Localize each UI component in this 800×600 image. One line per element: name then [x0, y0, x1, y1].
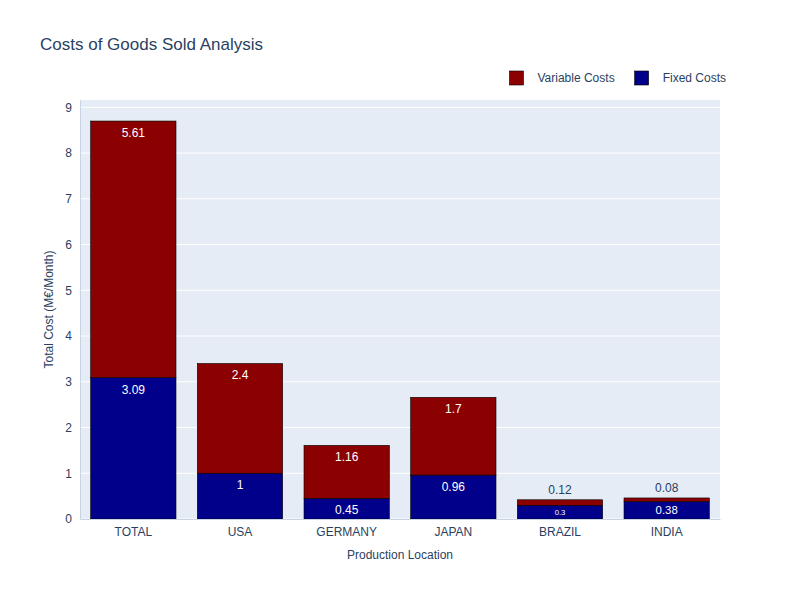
x-tick-label: JAPAN	[434, 525, 472, 539]
y-tick: 4	[65, 329, 80, 343]
y-tick: 6	[65, 238, 80, 252]
y-tick-label: 6	[65, 238, 72, 252]
data-label: 1	[237, 478, 244, 492]
y-tick-label: 8	[65, 146, 72, 160]
y-tick-label: 4	[65, 329, 72, 343]
y-axis-title: Total Cost (M€/Month)	[42, 250, 56, 368]
legend-label: Variable Costs	[537, 71, 614, 85]
y-tick-label: 1	[65, 467, 72, 481]
legend-swatch	[635, 71, 649, 85]
x-tick: INDIA	[651, 519, 683, 539]
y-tick-label: 9	[65, 101, 72, 115]
y-tick-label: 0	[65, 512, 72, 526]
y-tick: 8	[65, 146, 80, 160]
x-tick: BRAZIL	[539, 519, 581, 539]
x-tick-label: TOTAL	[115, 525, 153, 539]
y-tick: 9	[65, 101, 80, 115]
x-axis-title: Production Location	[347, 548, 453, 562]
bar	[197, 363, 282, 473]
bar	[411, 397, 496, 475]
x-tick: USA	[228, 519, 253, 539]
grid-line	[80, 107, 720, 108]
data-label: 0.08	[655, 481, 679, 495]
data-label: 1.7	[445, 402, 462, 416]
data-label: 1.16	[335, 450, 359, 464]
data-label: 0.12	[548, 483, 572, 497]
data-label: 0.3	[555, 508, 566, 517]
y-tick-label: 5	[65, 284, 72, 298]
bar	[411, 475, 496, 519]
bar	[304, 498, 389, 519]
x-tick-label: BRAZIL	[539, 525, 581, 539]
x-tick: GERMANY	[316, 519, 377, 539]
bar	[91, 121, 176, 378]
x-tick: TOTAL	[115, 519, 153, 539]
data-label: 0.45	[335, 503, 359, 517]
title: Costs of Goods Sold Analysis	[40, 35, 263, 54]
bar	[624, 498, 709, 502]
data-label: 0.38	[656, 504, 678, 516]
bars	[91, 121, 710, 519]
y-tick: 5	[65, 284, 80, 298]
data-label: 5.61	[122, 126, 146, 140]
legend-item: Fixed Costs	[635, 71, 726, 85]
x-tick-label: INDIA	[651, 525, 683, 539]
series	[91, 378, 710, 519]
x-tick-label: GERMANY	[316, 525, 377, 539]
y-tick: 0	[65, 512, 80, 526]
x-axis: TOTAL USA GERMANY JAPAN BRAZIL INDIA	[81, 519, 721, 539]
legend-label: Fixed Costs	[663, 71, 726, 85]
bar	[304, 445, 389, 498]
legend-item: Variable Costs	[509, 71, 614, 85]
legend-swatch	[509, 71, 523, 85]
bar	[517, 500, 602, 505]
y-tick-label: 2	[65, 421, 72, 435]
bar	[91, 378, 176, 519]
x-tick: JAPAN	[434, 519, 472, 539]
y-tick: 7	[65, 192, 80, 206]
data-label: 3.09	[122, 383, 146, 397]
data-labels: 3.09 1 0.45 0.96 0.3 0.38 5.61 2.4 1.16 1.7 0.12 0.…	[122, 126, 679, 517]
plot-background	[80, 100, 720, 519]
x-axis-line	[81, 519, 721, 520]
y-tick-label: 7	[65, 192, 72, 206]
bar	[197, 473, 282, 519]
data-label: 2.4	[232, 368, 249, 382]
y-tick: 2	[65, 421, 80, 435]
x-tick-label: USA	[228, 525, 253, 539]
y-axis: 0 1 2 3 4 5 6 7 8 9	[65, 101, 80, 527]
plot: 3.09 1 0.45 0.96 0.3 0.38 5.61 2.4 1.16 1.7 0.12 0.…	[65, 100, 720, 539]
series	[91, 121, 710, 505]
bar	[624, 502, 709, 519]
legend: Variable Costs Fixed Costs	[509, 71, 726, 85]
bar	[517, 505, 602, 519]
y-tick-label: 3	[65, 375, 72, 389]
y-axis-line	[80, 101, 81, 520]
data-label: 0.96	[442, 480, 466, 494]
grid	[80, 107, 720, 519]
y-tick: 1	[65, 467, 80, 481]
y-tick: 3	[65, 375, 80, 389]
background	[0, 0, 800, 600]
